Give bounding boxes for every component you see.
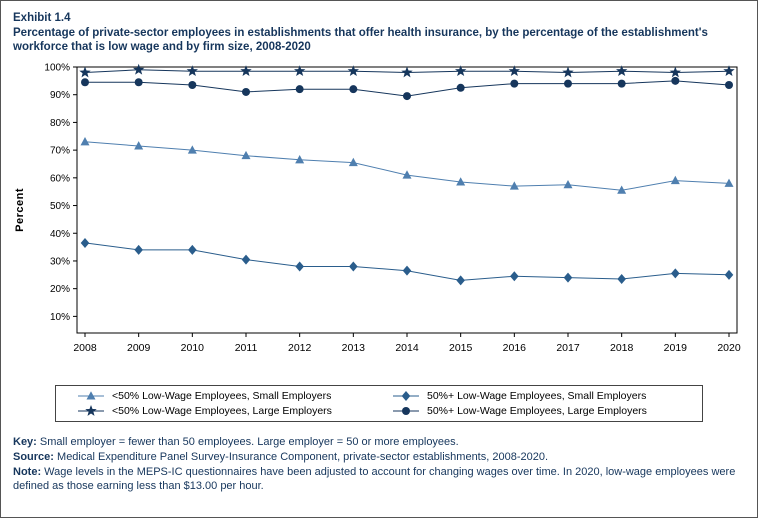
exhibit-label: Exhibit 1.4	[13, 12, 71, 24]
chart-area: Percent 10% 20% 30% 40% 50% 60% 70% 80% 90% 100% 2…	[11, 61, 747, 359]
svg-text:40%: 40%	[50, 229, 70, 240]
key-label: Key:	[13, 435, 37, 448]
svg-text:2010: 2010	[181, 342, 205, 354]
svg-text:2016: 2016	[503, 342, 527, 354]
svg-text:2013: 2013	[342, 342, 366, 354]
svg-text:2009: 2009	[127, 342, 151, 354]
legend-label: 50%+ Low-Wage Employees, Small Employers	[427, 389, 647, 402]
svg-text:2008: 2008	[73, 342, 97, 354]
svg-text:10%: 10%	[50, 312, 70, 323]
source-line: Source: Medical Expenditure Panel Survey…	[13, 450, 743, 464]
diamond-marker-icon	[393, 390, 419, 401]
svg-text:100%: 100%	[44, 62, 70, 73]
svg-text:20%: 20%	[50, 284, 70, 295]
svg-text:30%: 30%	[50, 256, 70, 267]
circle-marker-icon	[393, 406, 419, 415]
key-line: Key: Small employer = fewer than 50 empl…	[13, 435, 743, 449]
legend-label: 50%+ Low-Wage Employees, Large Employers	[427, 404, 647, 417]
star-marker-icon	[78, 404, 104, 416]
legend-item: 50%+ Low-Wage Employees, Small Employers	[379, 390, 694, 402]
svg-text:80%: 80%	[50, 118, 70, 129]
svg-text:2012: 2012	[288, 342, 312, 354]
svg-text:2019: 2019	[664, 342, 688, 354]
legend-label: <50% Low-Wage Employees, Small Employers	[112, 389, 332, 402]
source-label: Source:	[13, 450, 54, 463]
note-line: Note: Wage levels in the MEPS-IC questio…	[13, 465, 743, 493]
svg-text:90%: 90%	[50, 90, 70, 101]
svg-text:70%: 70%	[50, 145, 70, 156]
chart-title: Percentage of private-sector employees i…	[13, 27, 708, 54]
svg-text:2015: 2015	[449, 342, 473, 354]
svg-text:2011: 2011	[235, 342, 258, 354]
legend-label: <50% Low-Wage Employees, Large Employers	[112, 404, 332, 417]
svg-text:2017: 2017	[556, 342, 580, 354]
note-label: Note:	[13, 465, 42, 478]
note-text: Wage levels in the MEPS-IC questionnaire…	[13, 465, 736, 492]
line-chart: 10% 20% 30% 40% 50% 60% 70% 80% 90% 100% 2008 2009 2…	[44, 62, 741, 354]
legend-box: <50% Low-Wage Employees, Small Employers…	[55, 384, 703, 422]
svg-text:2014: 2014	[395, 342, 419, 354]
source-text: Medical Expenditure Panel Survey-Insuran…	[53, 450, 549, 463]
svg-text:50%: 50%	[50, 201, 70, 212]
svg-text:60%: 60%	[50, 173, 70, 184]
legend-item: <50% Low-Wage Employees, Small Employers	[64, 390, 379, 402]
svg-text:2018: 2018	[610, 342, 634, 354]
legend-item: 50%+ Low-Wage Employees, Large Employers	[379, 405, 694, 417]
key-text: Small employer = fewer than 50 employees…	[36, 435, 459, 448]
legend-item: <50% Low-Wage Employees, Large Employers	[64, 404, 379, 417]
triangle-marker-icon	[78, 390, 104, 400]
svg-text:2020: 2020	[717, 342, 741, 354]
y-axis-label: Percent	[14, 187, 26, 232]
footer-notes: Key: Small employer = fewer than 50 empl…	[13, 435, 743, 493]
